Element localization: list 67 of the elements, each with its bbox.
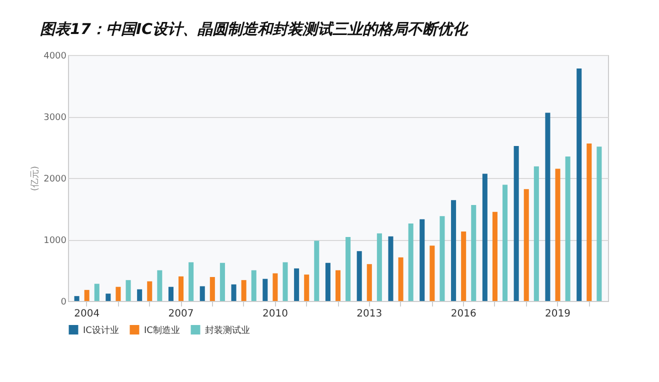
bar (251, 270, 256, 301)
bar (84, 290, 90, 301)
bar (398, 257, 404, 301)
bar (586, 144, 592, 301)
x-tick-label: 2013 (356, 308, 382, 320)
bar (596, 146, 602, 301)
bar (200, 286, 205, 301)
bar (492, 212, 498, 301)
y-tick-label: 0 (60, 298, 67, 308)
bar (366, 264, 372, 301)
bar (461, 232, 466, 301)
bar (262, 278, 268, 301)
bar (304, 274, 310, 301)
y-tick-label: 1000 (44, 236, 67, 246)
bar (147, 281, 152, 301)
chart-title: 图表17：中国IC设计、晶圆制造和封装测试三业的格局不断优化 (40, 20, 470, 38)
x-tick-label: 2004 (74, 308, 100, 320)
y-tick-label: 3000 (44, 113, 67, 123)
bar (471, 205, 476, 301)
legend-label: 封装测试业 (205, 324, 250, 336)
bar (325, 262, 330, 301)
bar (314, 240, 320, 301)
bar (408, 224, 414, 301)
bar (74, 296, 80, 301)
y-tick-label: 2000 (44, 174, 67, 184)
bar (430, 246, 435, 301)
x-tick-label: 2007 (168, 308, 194, 320)
bar (440, 216, 445, 301)
y-tick-label: 4000 (44, 52, 67, 62)
bar (137, 289, 142, 301)
bar (116, 286, 121, 301)
bar (272, 273, 278, 301)
x-tick-label: 2010 (262, 308, 288, 320)
bar (94, 284, 100, 301)
bar (188, 262, 194, 301)
bar (241, 280, 246, 301)
bar (294, 268, 300, 301)
bar (534, 166, 539, 301)
bar (168, 286, 174, 301)
bar (220, 262, 225, 301)
bar (346, 237, 351, 301)
legend-label: IC制造业 (144, 324, 180, 336)
y-axis-title: (亿元) (30, 166, 41, 192)
bar (555, 168, 560, 301)
bar (126, 280, 131, 301)
bar (376, 233, 382, 301)
bar (282, 262, 288, 301)
bar (420, 219, 425, 301)
x-tick-label: 2016 (450, 308, 476, 320)
bar (157, 270, 162, 301)
legend-label: IC设计业 (83, 324, 119, 336)
bar (335, 270, 341, 301)
bar (231, 284, 236, 301)
bar (502, 184, 508, 301)
bar (106, 294, 111, 301)
bar (210, 277, 215, 301)
bar (524, 189, 529, 301)
bar (545, 112, 550, 301)
bar (356, 251, 362, 301)
bar (388, 236, 394, 301)
bar (178, 276, 184, 301)
bar (565, 156, 570, 301)
bar (514, 146, 519, 301)
bar (576, 68, 582, 301)
bar (451, 200, 456, 301)
x-tick-label: 2019 (545, 308, 570, 320)
bar (482, 174, 488, 301)
